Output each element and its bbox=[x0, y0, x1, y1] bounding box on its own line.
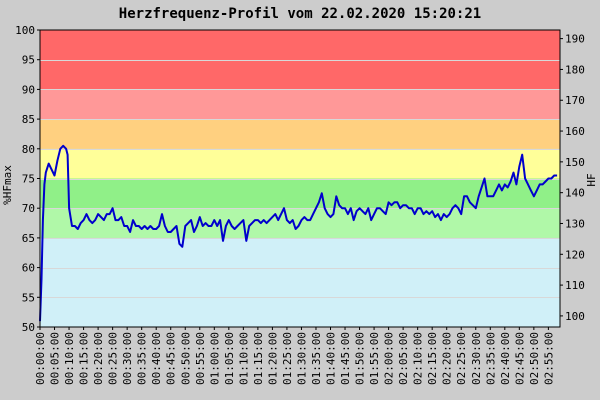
x-tick-label: 02:05:00 bbox=[397, 332, 410, 385]
x-tick-label: 00:05:00 bbox=[49, 332, 62, 385]
x-tick-label: 00:20:00 bbox=[92, 332, 105, 385]
y-tick-label: 65 bbox=[22, 232, 35, 245]
x-tick-label: 02:50:00 bbox=[528, 332, 541, 385]
zone-band bbox=[40, 148, 560, 179]
x-tick-label: 01:25:00 bbox=[281, 332, 294, 385]
x-tick-label: 00:10:00 bbox=[63, 332, 76, 385]
x-tick-label: 02:10:00 bbox=[412, 332, 425, 385]
y-axis-right: 100 110 120 130 140 150 160 170 180 190 bbox=[560, 33, 585, 323]
x-tick-label: 00:00:00 bbox=[34, 332, 47, 385]
y2-tick-label: 170 bbox=[565, 94, 585, 107]
x-tick-label: 00:45:00 bbox=[165, 332, 178, 385]
x-tick-label: 00:25:00 bbox=[107, 332, 120, 385]
zone-band bbox=[40, 237, 560, 327]
x-tick-label: 02:35:00 bbox=[484, 332, 497, 385]
x-tick-label: 01:20:00 bbox=[266, 332, 279, 385]
x-tick-label: 01:05:00 bbox=[223, 332, 236, 385]
x-tick-label: 01:55:00 bbox=[368, 332, 381, 385]
x-tick-label: 01:35:00 bbox=[310, 332, 323, 385]
x-tick-label: 01:45:00 bbox=[339, 332, 352, 385]
y2-tick-label: 130 bbox=[565, 217, 585, 230]
x-tick-label: 01:15:00 bbox=[252, 332, 265, 385]
y-tick-label: 55 bbox=[22, 291, 35, 304]
x-tick-label: 02:15:00 bbox=[426, 332, 439, 385]
x-tick-label: 02:30:00 bbox=[470, 332, 483, 385]
x-axis: 00:00:00 00:05:00 00:10:00 00:15:00 00:20:00… bbox=[34, 327, 555, 385]
heart-rate-line bbox=[39, 144, 558, 322]
y2-tick-label: 140 bbox=[565, 187, 585, 200]
y-axis-label: %HFmax bbox=[1, 165, 14, 205]
x-tick-label: 01:50:00 bbox=[354, 332, 367, 385]
x-tick-label: 00:50:00 bbox=[179, 332, 192, 385]
y-axis-left: 50 55 60 65 70 75 80 85 90 95 100 bbox=[15, 24, 40, 334]
x-tick-label: 00:55:00 bbox=[194, 332, 207, 385]
x-tick-label: 01:10:00 bbox=[237, 332, 250, 385]
chart-title: Herzfrequenz-Profil vom 22.02.2020 15:20… bbox=[119, 6, 481, 22]
x-tick-label: 00:35:00 bbox=[136, 332, 149, 385]
y-tick-label: 70 bbox=[22, 202, 35, 215]
x-tick-label: 02:20:00 bbox=[441, 332, 454, 385]
zone-band bbox=[40, 89, 560, 120]
y-tick-label: 85 bbox=[22, 113, 35, 126]
x-tick-label: 01:00:00 bbox=[208, 332, 221, 385]
x-tick-label: 01:40:00 bbox=[325, 332, 338, 385]
x-tick-label: 02:25:00 bbox=[455, 332, 468, 385]
zone-band bbox=[40, 178, 560, 209]
y-tick-label: 50 bbox=[22, 321, 35, 334]
y2-axis-label: HF bbox=[585, 173, 598, 186]
y-tick-label: 80 bbox=[22, 143, 35, 156]
y-tick-label: 75 bbox=[22, 173, 35, 186]
y-tick-label: 100 bbox=[15, 24, 35, 37]
x-tick-label: 00:15:00 bbox=[78, 332, 91, 385]
x-tick-label: 02:45:00 bbox=[513, 332, 526, 385]
y2-tick-label: 110 bbox=[565, 279, 585, 292]
zone-band bbox=[40, 30, 560, 90]
y2-tick-label: 100 bbox=[565, 310, 585, 323]
x-tick-label: 01:30:00 bbox=[295, 332, 308, 385]
y2-tick-label: 180 bbox=[565, 63, 585, 76]
y-tick-label: 90 bbox=[22, 83, 35, 96]
y-tick-label: 60 bbox=[22, 262, 35, 275]
grid-lines bbox=[40, 60, 560, 298]
x-tick-label: 02:00:00 bbox=[383, 332, 396, 385]
x-tick-label: 00:30:00 bbox=[121, 332, 134, 385]
y2-tick-label: 160 bbox=[565, 125, 585, 138]
x-tick-label: 02:40:00 bbox=[499, 332, 512, 385]
y2-tick-label: 120 bbox=[565, 248, 585, 261]
heart-rate-zones bbox=[40, 30, 560, 327]
y2-tick-label: 190 bbox=[565, 33, 585, 46]
x-tick-label: 00:40:00 bbox=[150, 332, 163, 385]
zone-band bbox=[40, 119, 560, 149]
y-tick-label: 95 bbox=[22, 54, 35, 67]
x-tick-label: 02:55:00 bbox=[542, 332, 555, 385]
y2-tick-label: 150 bbox=[565, 156, 585, 169]
